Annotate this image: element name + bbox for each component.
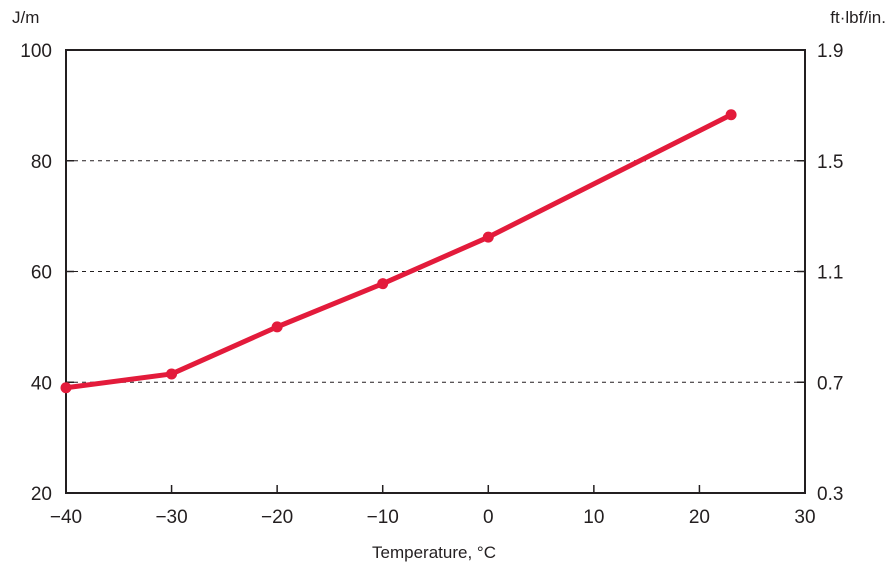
x-axis-title: Temperature, °C bbox=[372, 543, 496, 562]
x-tick-label: 20 bbox=[689, 507, 710, 528]
data-series bbox=[60, 109, 737, 394]
data-point bbox=[725, 109, 737, 121]
right-tick-label: 0.3 bbox=[817, 484, 843, 505]
x-tick-label: −30 bbox=[155, 507, 187, 528]
left-axis-unit-label: J/m bbox=[12, 8, 39, 27]
x-tick-label: 0 bbox=[483, 507, 494, 528]
right-tick-label: 1.5 bbox=[817, 152, 843, 173]
right-axis-ticks: 0.3 0.7 1.1 1.5 1.9 bbox=[797, 41, 843, 505]
data-point bbox=[482, 231, 494, 243]
left-tick-label: 100 bbox=[20, 41, 52, 62]
right-tick-label: 0.7 bbox=[817, 373, 843, 394]
right-tick-label: 1.9 bbox=[817, 41, 843, 62]
gridlines bbox=[66, 160, 805, 383]
data-point bbox=[166, 368, 178, 380]
left-tick-label: 80 bbox=[31, 152, 52, 173]
x-axis-ticks: −40 −30 −20 −10 0 10 20 30 bbox=[50, 485, 816, 528]
left-tick-label: 40 bbox=[31, 373, 52, 394]
left-tick-label: 20 bbox=[31, 484, 52, 505]
x-tick-label: −10 bbox=[367, 507, 399, 528]
x-tick-label: −20 bbox=[261, 507, 293, 528]
left-tick-label: 60 bbox=[31, 263, 52, 284]
x-tick-label: −40 bbox=[50, 507, 82, 528]
right-axis-unit-label: ft·lbf/in. bbox=[830, 8, 886, 27]
data-point bbox=[377, 278, 389, 290]
right-tick-label: 1.1 bbox=[817, 263, 843, 284]
data-point bbox=[60, 382, 72, 394]
series-line bbox=[63, 112, 734, 391]
x-tick-label: 10 bbox=[583, 507, 604, 528]
data-point bbox=[271, 321, 283, 333]
x-tick-label: 30 bbox=[794, 507, 815, 528]
left-axis-ticks: 20 40 60 80 100 bbox=[20, 41, 74, 505]
